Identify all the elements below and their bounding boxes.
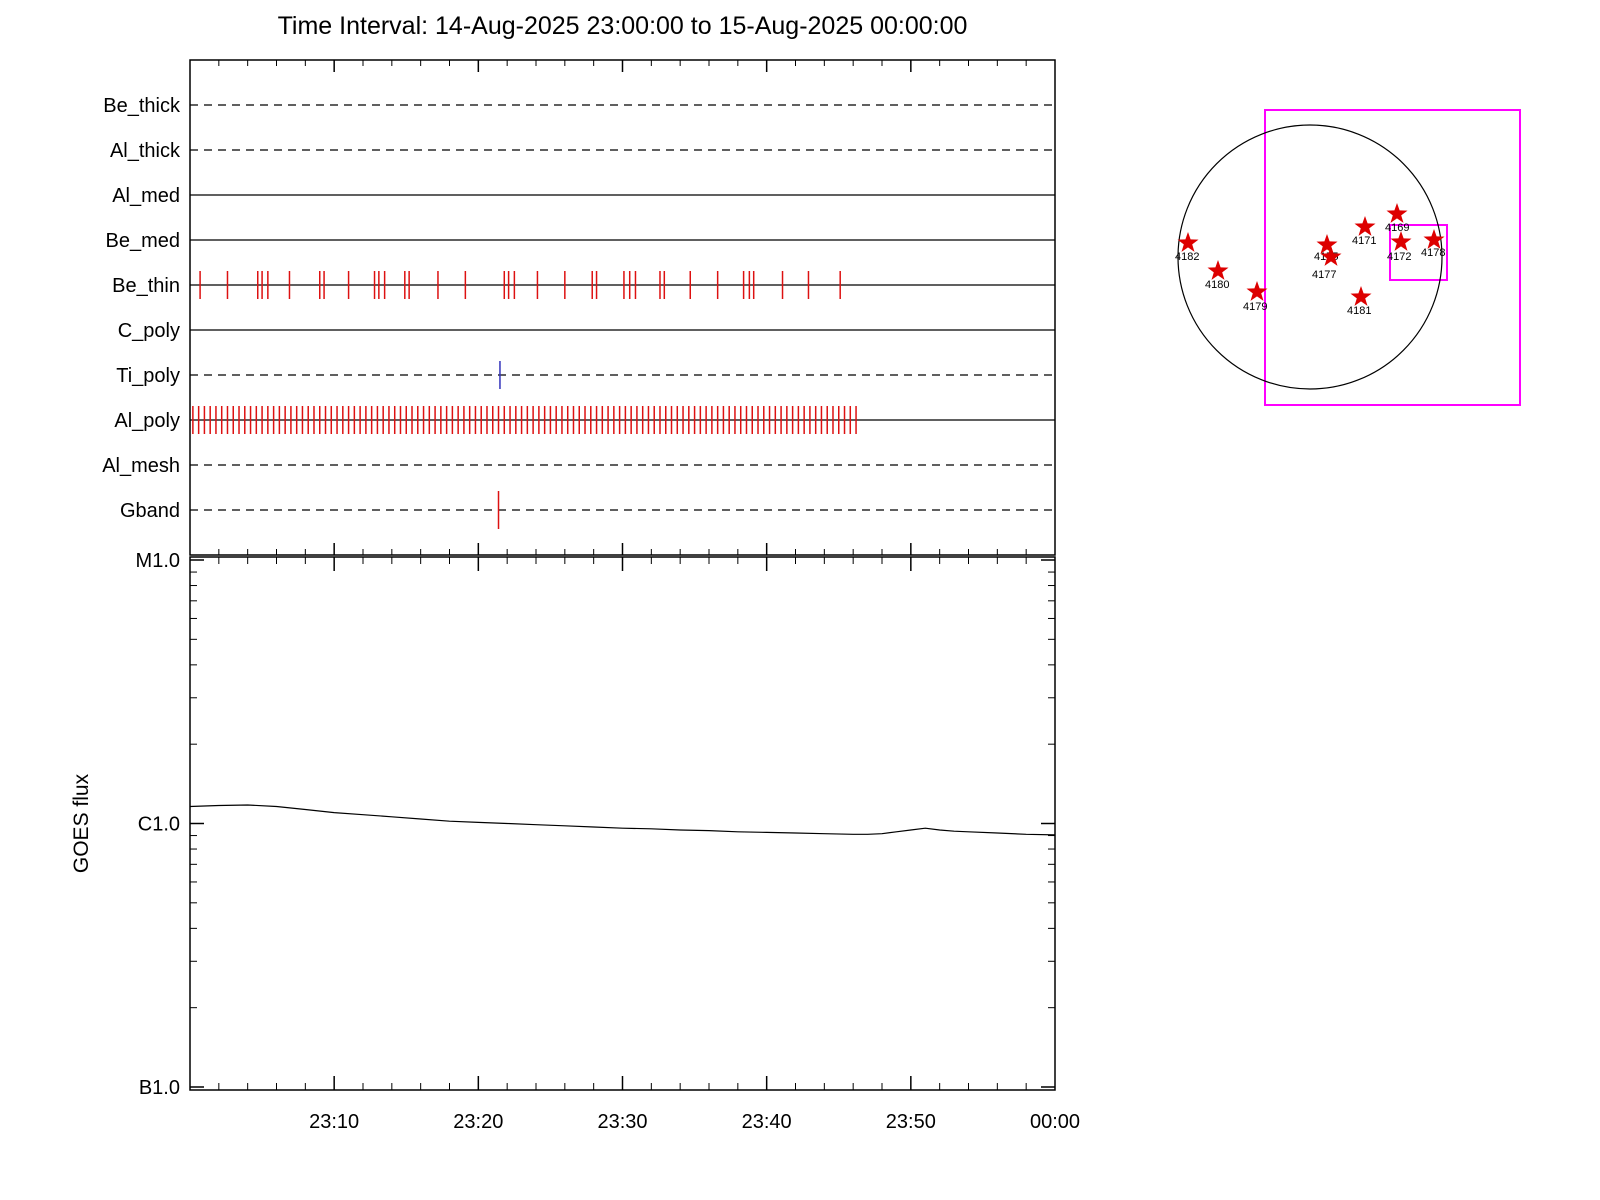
active-region-star (1177, 232, 1199, 252)
active-region-4172: 4172 (1387, 231, 1412, 263)
active-region-label: 4178 (1421, 247, 1445, 259)
active-region-label: 4182 (1175, 251, 1199, 263)
active-region-4177: 4177 (1312, 246, 1342, 281)
active-region-star (1320, 246, 1342, 266)
active-region-star (1386, 203, 1408, 223)
active-region-label: 4181 (1347, 305, 1371, 317)
goes-panel-frame (189, 556, 1056, 1091)
time-axis-label: 23:20 (453, 1111, 503, 1133)
active-region-star (1350, 286, 1372, 306)
filter-row-label: Be_med (106, 230, 181, 252)
timeline-panel-frame (189, 59, 1056, 556)
filter-row-Al_poly: Al_poly (114, 406, 1055, 434)
time-axis-label: 23:50 (886, 1111, 936, 1133)
active-region-4178: 4178 (1421, 229, 1445, 259)
goes-ylabel: GOES flux (70, 773, 93, 873)
filter-row-Gband: Gband (120, 491, 1055, 529)
time-axis-label: 23:40 (742, 1111, 792, 1133)
filter-row-Be_med: Be_med (106, 230, 1055, 252)
xrt-timeline-and-goes-plot: Be_thick Al_thick Al_med Be_med Be_thin C_pol… (70, 59, 1080, 1133)
filter-row-label: Al_med (112, 185, 180, 207)
filter-row-label: Be_thin (112, 275, 180, 297)
time-axis-label: 23:10 (309, 1111, 359, 1133)
filter-row-Ti_poly: Ti_poly (116, 361, 1055, 389)
filter-row-Al_med: Al_med (112, 185, 1055, 207)
filter-row-label: C_poly (118, 320, 180, 342)
goes-y-tick-label: C1.0 (138, 814, 180, 836)
plot-title: Time Interval: 14-Aug-2025 23:00:00 to 1… (277, 12, 968, 40)
active-region-star (1423, 229, 1445, 249)
filter-row-Be_thin: Be_thin (112, 271, 1055, 299)
filter-row-Al_mesh: Al_mesh (102, 455, 1055, 477)
filter-row-Al_thick: Al_thick (110, 140, 1055, 162)
active-region-4180: 4180 (1205, 260, 1229, 291)
active-region-4169: 4169 (1385, 203, 1409, 234)
filter-row-label: Ti_poly (116, 365, 180, 387)
active-region-4182: 4182 (1175, 232, 1199, 263)
active-region-label: 4177 (1312, 269, 1336, 281)
active-region-label: 4172 (1387, 251, 1411, 263)
filter-row-label: Be_thick (103, 95, 181, 117)
time-axis-label: 23:30 (597, 1111, 647, 1133)
filter-row-C_poly: C_poly (118, 320, 1055, 342)
fov-box-1 (1389, 224, 1448, 281)
filter-row-label: Gband (120, 500, 180, 522)
active-region-4179: 4179 (1243, 281, 1268, 313)
filter-row-label: Al_thick (110, 140, 181, 162)
goes-y-tick-label: M1.0 (136, 550, 180, 572)
filter-row-label: Al_poly (114, 410, 180, 432)
filter-row-Be_thick: Be_thick (103, 95, 1055, 117)
goes-flux-curve (189, 804, 1056, 836)
filter-rows: Be_thick Al_thick Al_med Be_med Be_thin C_pol… (102, 95, 1055, 529)
filter-row-label: Al_mesh (102, 455, 180, 477)
fov-box-0 (1264, 109, 1521, 406)
solar-disk-map: 4182418041794175417741714169417241784181 (1175, 109, 1521, 406)
active-region-star (1246, 281, 1268, 301)
goes-y-tick-label: B1.0 (139, 1077, 180, 1099)
active-region-star (1316, 234, 1338, 254)
active-region-star (1390, 231, 1412, 251)
active-region-4171: 4171 (1352, 216, 1376, 247)
time-axis-label: 00:00 (1030, 1111, 1080, 1133)
active-region-star (1207, 260, 1229, 280)
active-region-label: 4180 (1205, 279, 1229, 291)
active-region-4181: 4181 (1347, 286, 1372, 317)
active-region-star (1354, 216, 1376, 236)
solar-limb-circle (1177, 124, 1443, 390)
active-region-label: 4169 (1385, 222, 1409, 234)
active-region-label: 4171 (1352, 235, 1376, 247)
active-region-label: 4179 (1243, 301, 1267, 313)
